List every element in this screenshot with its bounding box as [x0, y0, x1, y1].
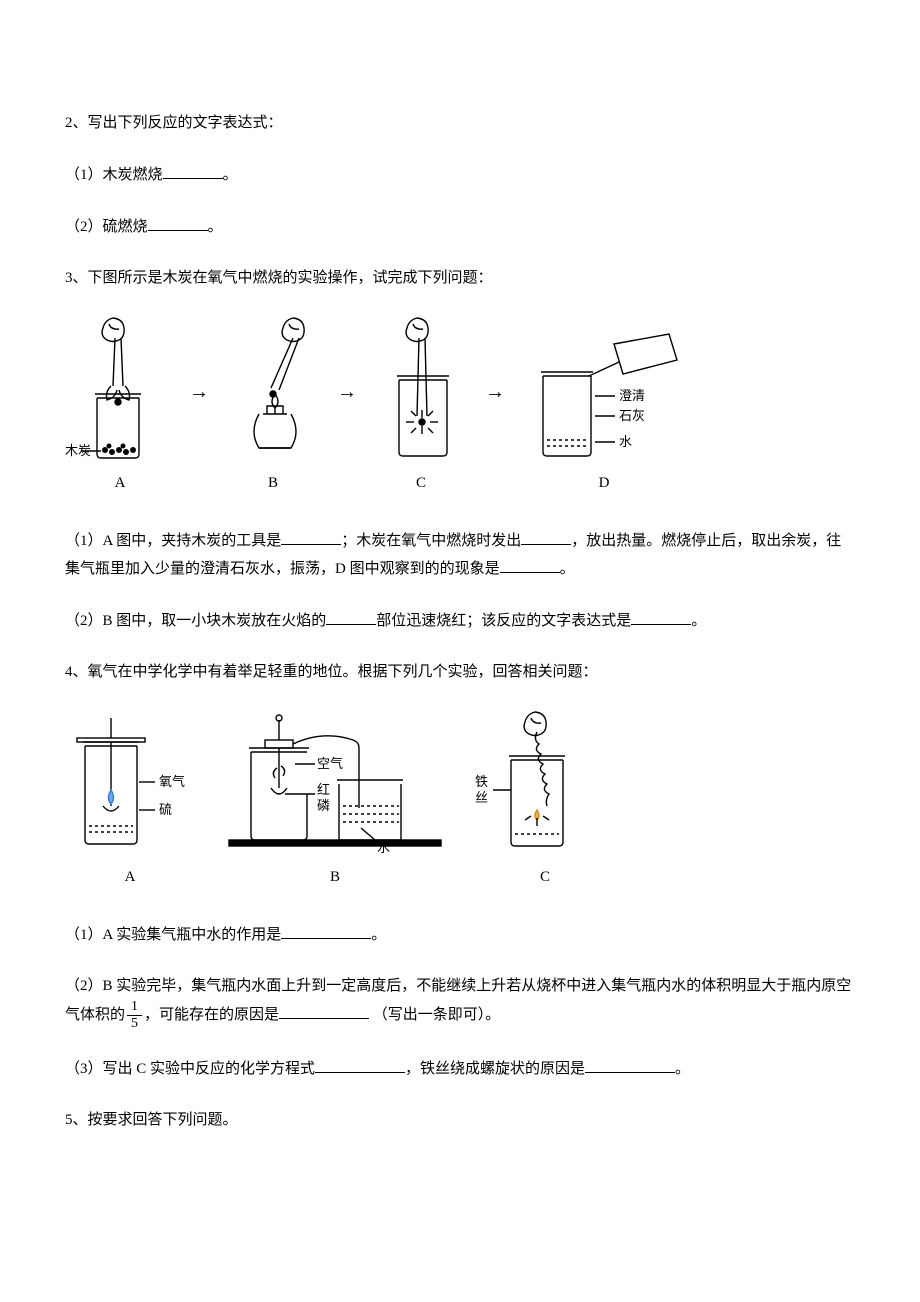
q3-s1-blank1[interactable]	[281, 527, 341, 545]
q3-sub2: （2）B 图中，取一小块木炭放在火焰的 部位迅速烧红；该反应的文字表达式是 。	[65, 607, 855, 635]
q3-s2-blank1[interactable]	[326, 607, 376, 625]
q4-ann-oxygen: 氧气	[159, 774, 185, 789]
q2-sub1-post: 。	[223, 167, 238, 183]
q2-sub2-post: 。	[208, 219, 223, 235]
q2-sub2-pre: （2）硫燃烧	[65, 219, 148, 235]
q4-ann-sulfur: 硫	[159, 802, 172, 817]
q4-ann-iron-l2: 丝	[475, 790, 488, 805]
q3-s2b: 部位迅速烧红；该反应的文字表达式是	[376, 613, 631, 629]
q3-panel-b: B	[223, 316, 323, 497]
q4-diagram: 氧气 硫 A	[65, 710, 855, 891]
q4-sub2: （2）B 实验完毕，集气瓶内水面上升到一定高度后，不能继续上升若从烧杯中进入集气…	[65, 973, 855, 1031]
q4-fraction: 15	[127, 1000, 142, 1031]
q3-s1-blank2[interactable]	[521, 527, 571, 545]
q4-s3-blank2[interactable]	[585, 1055, 675, 1073]
q3-panel-d: 澄清 石灰 水 D	[519, 316, 689, 497]
q3-s1b: ；木炭在氧气中燃烧时发出	[341, 533, 521, 549]
q3-label-d: D	[599, 470, 610, 497]
q4-s1a: （1）A 实验集气瓶中水的作用是	[65, 927, 281, 943]
q3-s2c: 。	[691, 613, 706, 629]
q4-s1b: 。	[371, 927, 386, 943]
q4-ann-redp-l2: 磷	[317, 798, 330, 813]
q3-panel-c: C	[371, 316, 471, 497]
q4-stem: 4、氧气在中学化学中有着举足轻重的地位。根据下列几个实验，回答相关问题：	[65, 659, 855, 686]
q4-sub1: （1）A 实验集气瓶中水的作用是 。	[65, 921, 855, 949]
q4-svg-a: 氧气 硫	[65, 710, 195, 860]
q3-sub1: （1）A 图中，夹持木炭的工具是；木炭在氧气中燃烧时发出，放出热量。燃烧停止后，…	[65, 527, 855, 583]
q2-sub1: （1）木炭燃烧 。	[65, 161, 855, 189]
q3-arrow-2: →	[337, 374, 357, 410]
q4-svg-c: 铁 丝	[475, 710, 615, 860]
q3-s2a: （2）B 图中，取一小块木炭放在火焰的	[65, 613, 326, 629]
q3-s1-blank3[interactable]	[500, 555, 560, 573]
q3-svg-c	[371, 316, 471, 466]
q3-s1a: （1）A 图中，夹持木炭的工具是	[65, 533, 281, 549]
q3-stem: 3、下图所示是木炭在氧气中燃烧的实验操作，试完成下列问题：	[65, 265, 855, 292]
q4-ann-air: 空气	[317, 756, 343, 771]
q4-panel-a: 氧气 硫 A	[65, 710, 195, 891]
q3-ann-lime-l2: 石灰	[619, 408, 645, 423]
q3-panel-a: 木炭 A	[65, 316, 175, 497]
q4-frac-num: 1	[127, 1000, 142, 1015]
q4-s2b: ，可能存在的原因是	[144, 1007, 279, 1023]
q3-label-b: B	[268, 470, 278, 497]
q3-svg-b	[223, 316, 323, 466]
q4-label-c: C	[540, 864, 550, 891]
q3-ann-charcoal: 木炭	[65, 443, 91, 458]
q4-svg-b: 空气 红 磷 水	[225, 710, 445, 860]
q3-label-c: C	[416, 470, 426, 497]
q4-label-b: B	[330, 864, 340, 891]
q4-sub3: （3）写出 C 实验中反应的化学方程式 ，铁丝绕成螺旋状的原因是 。	[65, 1055, 855, 1083]
q4-s3b: ，铁丝绕成螺旋状的原因是	[405, 1061, 585, 1077]
q4-ann-iron-l1: 铁	[475, 774, 488, 789]
q2-sub1-blank[interactable]	[163, 161, 223, 179]
q4-panel-c: 铁 丝 C	[475, 710, 615, 891]
q3-s1d: 。	[560, 561, 575, 577]
q5-stem: 5、按要求回答下列问题。	[65, 1107, 855, 1134]
q3-svg-d: 澄清 石灰 水	[519, 316, 689, 466]
q3-ann-lime-l1: 澄清	[619, 388, 645, 403]
q4-label-a: A	[125, 864, 136, 891]
q4-s3c: 。	[675, 1061, 690, 1077]
q4-ann-redp-l1: 红	[317, 782, 330, 797]
q2-sub2: （2）硫燃烧 。	[65, 213, 855, 241]
q3-arrow-1: →	[189, 374, 209, 410]
q4-s2c: （写出一条即可）。	[373, 1007, 501, 1023]
q2-sub1-pre: （1）木炭燃烧	[65, 167, 163, 183]
q4-s2-blank[interactable]	[279, 1001, 369, 1019]
q3-ann-lime-l3: 水	[619, 434, 632, 449]
q2-stem: 2、写出下列反应的文字表达式：	[65, 110, 855, 137]
q4-s3-blank1[interactable]	[315, 1055, 405, 1073]
q3-s2-blank2[interactable]	[631, 607, 691, 625]
q4-panel-b: 空气 红 磷 水 B	[225, 710, 445, 891]
q3-arrow-3: →	[485, 374, 505, 410]
q4-s1-blank[interactable]	[281, 921, 371, 939]
q4-ann-water: 水	[377, 840, 390, 855]
q3-label-a: A	[115, 470, 126, 497]
q4-s3a: （3）写出 C 实验中反应的化学方程式	[65, 1061, 315, 1077]
q3-svg-a: 木炭	[65, 316, 175, 466]
q3-diagram: 木炭 A → B →	[65, 316, 855, 497]
q2-sub2-blank[interactable]	[148, 213, 208, 231]
q4-frac-den: 5	[127, 1015, 142, 1031]
